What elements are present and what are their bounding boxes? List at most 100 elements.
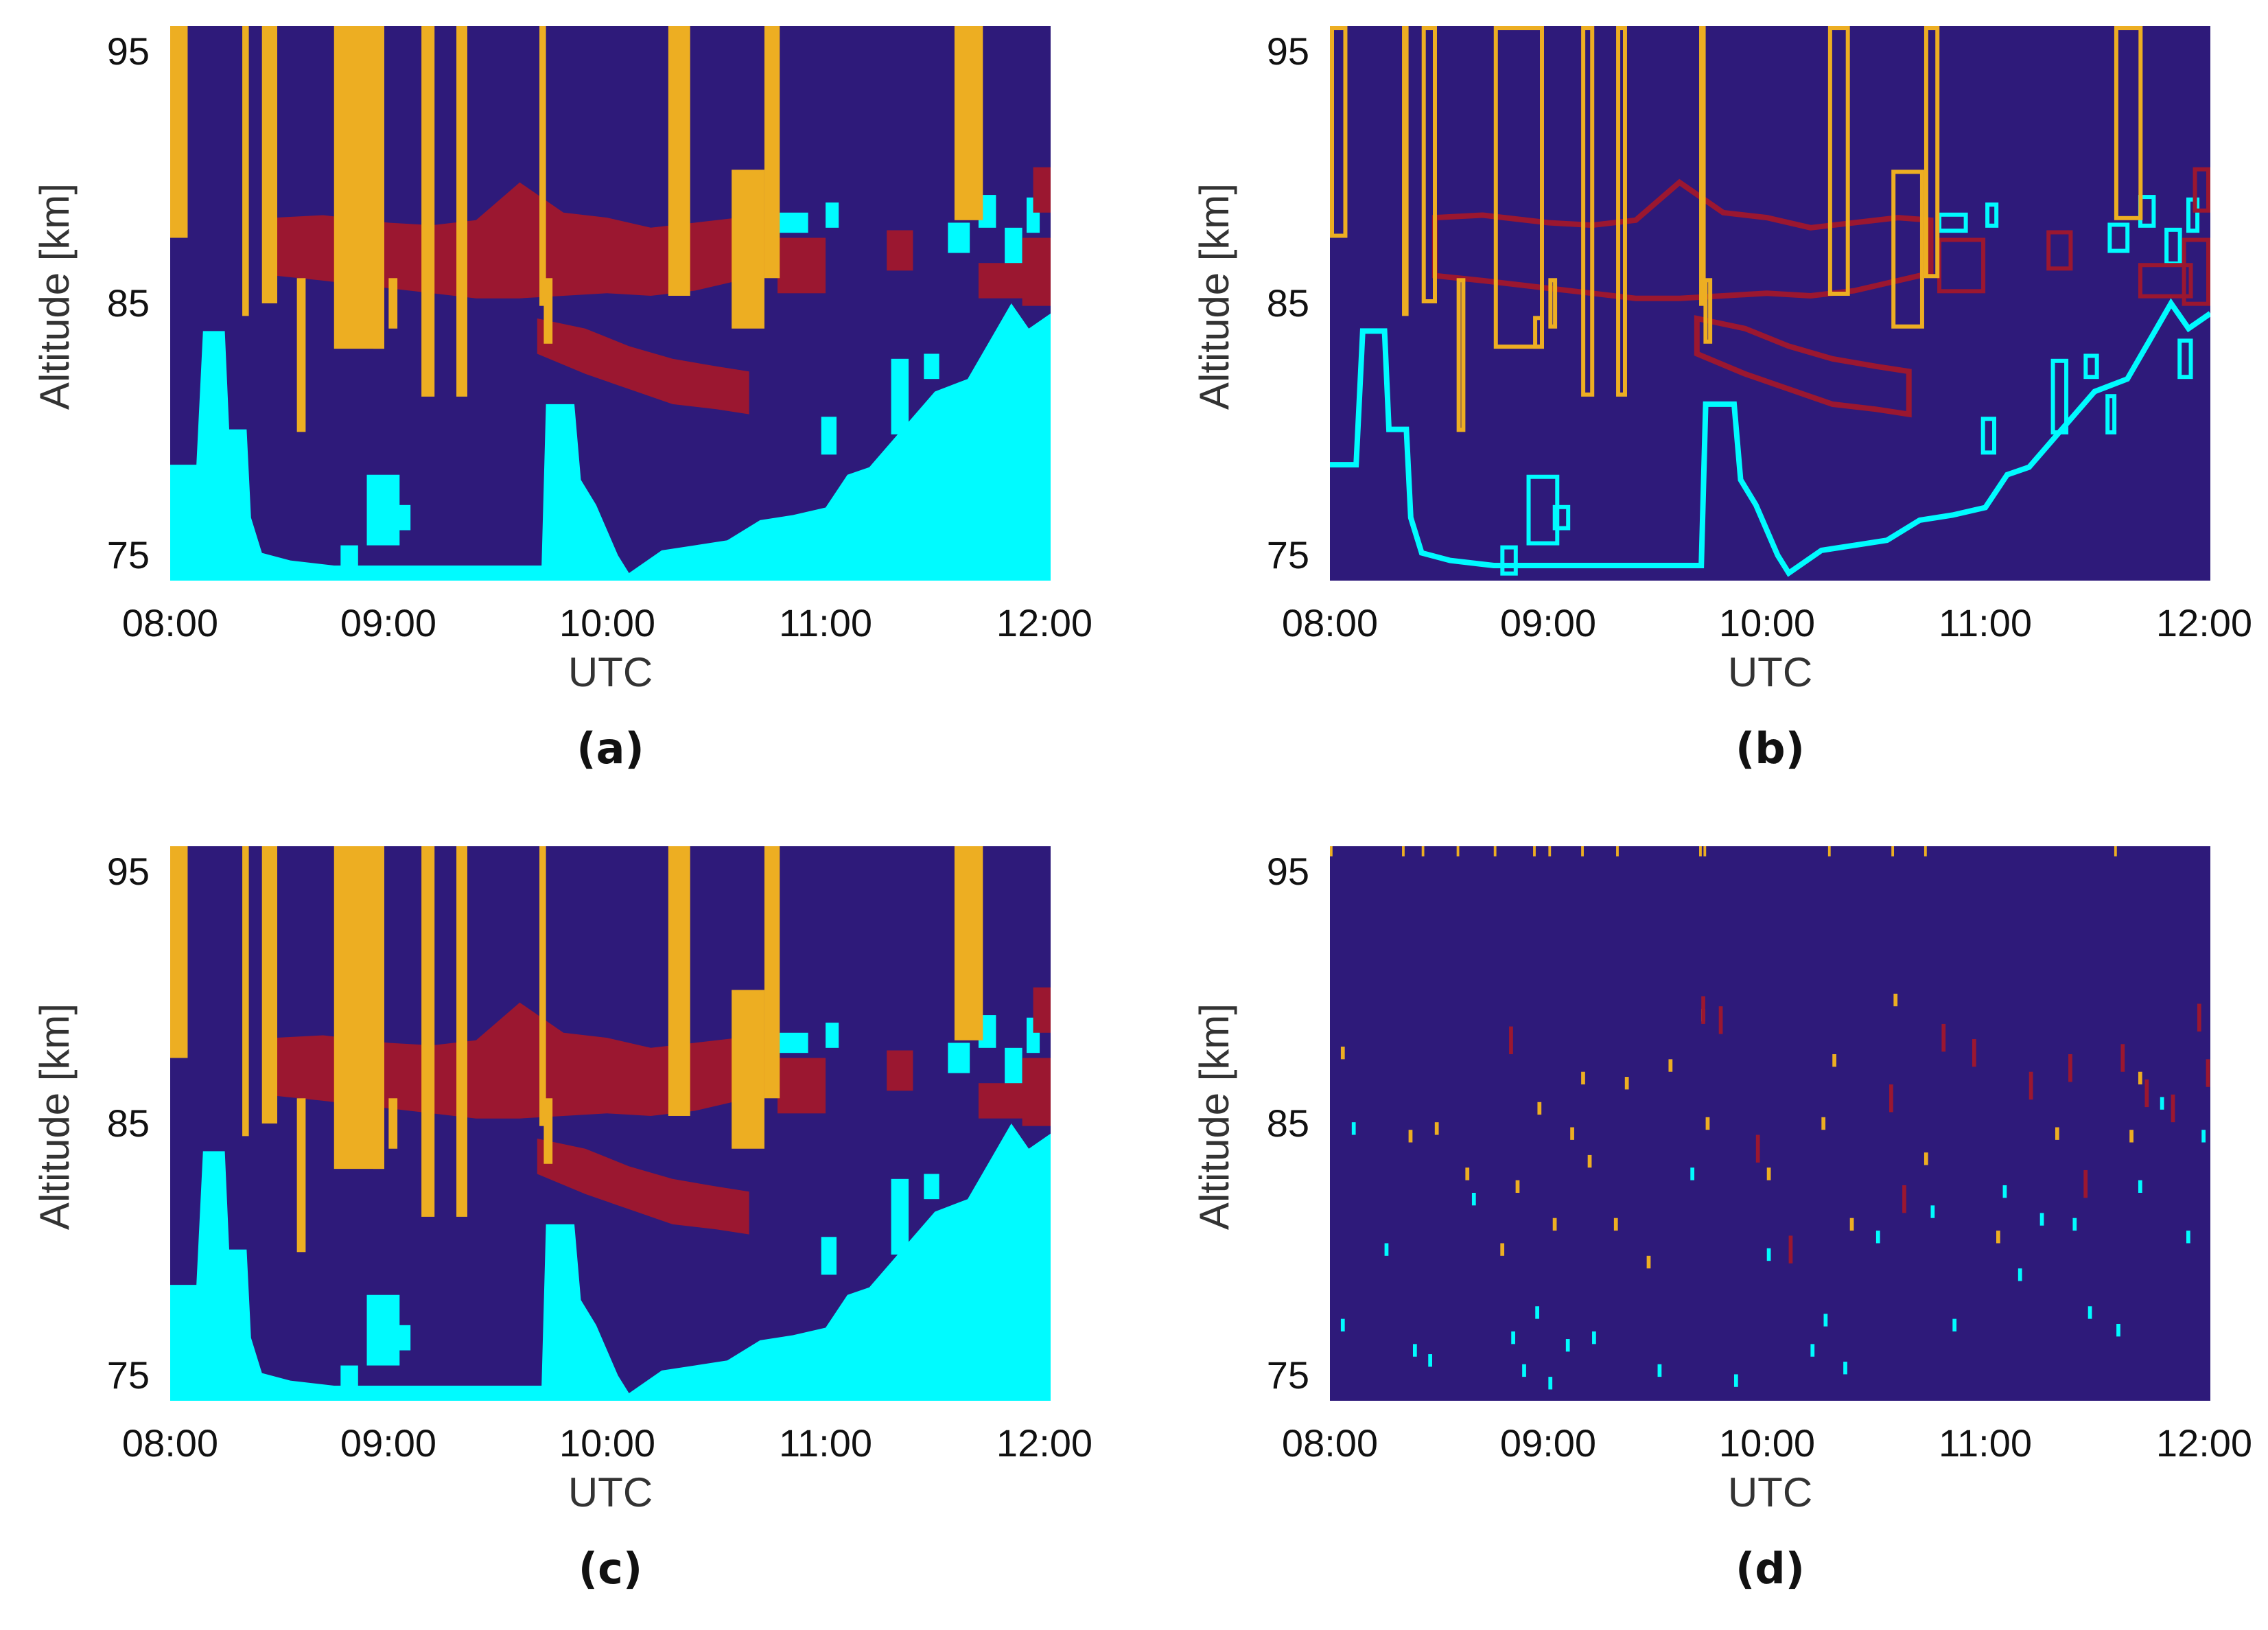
panel-caption-b: (b) — [1735, 723, 1805, 773]
lower-point-6 — [1511, 1331, 1515, 1344]
middle-point-16 — [2206, 1059, 2210, 1087]
lower-point-18 — [1843, 1362, 1847, 1375]
lower-point-0 — [1340, 1318, 1345, 1331]
y-tick-75: 75 — [1266, 1353, 1309, 1397]
x-axis-label: UTC — [1727, 1469, 1813, 1515]
upper-column-4 — [334, 26, 384, 349]
lower-point-11 — [1592, 1331, 1596, 1344]
lower-patch-6 — [946, 394, 957, 434]
lower-point-17 — [1823, 1314, 1828, 1327]
x-tick-1100: 11:00 — [1939, 601, 2032, 644]
upper-column-4 — [1493, 26, 1544, 349]
upper-column-3 — [296, 1098, 306, 1253]
x-tick-0800: 08:00 — [121, 1421, 219, 1465]
upper-column-8 — [456, 26, 467, 397]
lower-point-12 — [1657, 1364, 1662, 1377]
panel-b: Altitude [km] 95 85 75 08:00 09:00 10:00… — [1160, 0, 2268, 810]
upper-point-22 — [1924, 1152, 1928, 1165]
x-tick-1000: 10:00 — [1718, 601, 1816, 644]
upper-column-7 — [1581, 26, 1595, 397]
panel-caption-d: (d) — [1735, 1544, 1805, 1594]
middle-layer-band — [274, 1002, 771, 1119]
upper-point-17 — [1766, 1167, 1771, 1180]
middle-point-9 — [2029, 1071, 2033, 1100]
lower-patch-7 — [1018, 1159, 1033, 1200]
upper-top-tick-4 — [1493, 846, 1497, 857]
x-tick-1100: 11:00 — [779, 601, 872, 644]
lower-patch-4 — [891, 358, 909, 434]
middle-patch-4 — [1033, 987, 1051, 1033]
x-tick-1000: 10:00 — [1718, 1421, 1816, 1465]
lower-patch-10 — [2107, 222, 2130, 253]
upper-column-2 — [261, 846, 277, 1123]
lower-patch-5 — [924, 353, 939, 380]
heatmap-c — [170, 846, 1051, 1401]
lower-point-13 — [1690, 1167, 1695, 1180]
upper-point-21 — [1893, 993, 1898, 1007]
lower-point-19 — [1875, 1231, 1880, 1244]
lower-point-1 — [1351, 1122, 1356, 1135]
middle-layer-band — [1431, 178, 1934, 301]
upper-point-9 — [1581, 1071, 1585, 1085]
upper-top-tick-12 — [1891, 846, 1895, 857]
x-tick-0800: 08:00 — [121, 601, 219, 644]
upper-point-12 — [1624, 1077, 1629, 1090]
lower-point-9 — [1548, 1377, 1553, 1390]
x-tick-0800: 08:00 — [1281, 601, 1379, 644]
panel-caption-a: (a) — [576, 723, 644, 773]
x-tick-1100: 11:00 — [779, 1421, 872, 1465]
y-tick-85: 85 — [106, 281, 150, 325]
lower-patch-2 — [1500, 545, 1518, 576]
middle-layer-band — [274, 182, 771, 299]
middle-patch-4 — [2193, 167, 2210, 213]
upper-point-11 — [1613, 1218, 1618, 1231]
middle-patch-0 — [778, 237, 826, 294]
plot-area-c — [170, 846, 1051, 1401]
lower-patch-5 — [2083, 353, 2099, 380]
lower-patch-9 — [826, 1023, 839, 1048]
middle-layer-lower-band — [1694, 315, 1912, 418]
x-tick-1200: 12:00 — [996, 601, 1093, 644]
upper-column-9 — [539, 846, 546, 1126]
upper-column-12 — [1891, 170, 1924, 329]
lower-patch-5 — [924, 1174, 939, 1200]
y-tick-85: 85 — [1266, 281, 1309, 325]
upper-point-8 — [1570, 1127, 1574, 1140]
middle-point-2 — [1718, 1006, 1723, 1034]
upper-point-1 — [1408, 1130, 1413, 1143]
upper-point-2 — [1434, 1122, 1439, 1135]
upper-point-16 — [1705, 1117, 1710, 1130]
middle-patch-1 — [2046, 230, 2073, 271]
upper-top-tick-1 — [1402, 846, 1405, 857]
x-tick-1200: 12:00 — [2155, 601, 2253, 644]
middle-point-8 — [1972, 1038, 1976, 1067]
middle-point-1 — [1701, 996, 1705, 1024]
upper-top-tick-6 — [1548, 846, 1552, 857]
upper-column-7 — [421, 26, 435, 397]
lower-point-8 — [1535, 1306, 1539, 1319]
upper-column-9 — [539, 26, 546, 306]
lower-patch-3 — [821, 1237, 837, 1275]
x-tick-1000: 10:00 — [559, 1421, 656, 1465]
lower-patch-7 — [2177, 338, 2193, 380]
upper-column-12 — [732, 170, 764, 329]
middle-point-5 — [1889, 1084, 1893, 1113]
upper-column-10 — [543, 278, 553, 344]
lower-point-15 — [1766, 1248, 1771, 1261]
upper-column-3 — [296, 278, 306, 432]
lower-point-2 — [1384, 1243, 1389, 1256]
y-tick-85: 85 — [106, 1102, 150, 1145]
middle-patch-3 — [2182, 237, 2210, 306]
upper-column-10 — [1703, 278, 1713, 344]
lower-patch-12 — [1005, 227, 1022, 266]
y-tick-75: 75 — [106, 1353, 150, 1397]
middle-layer-lower-band — [537, 1139, 749, 1235]
y-tick-75: 75 — [106, 533, 150, 577]
upper-column-11 — [1827, 26, 1850, 296]
lower-patch-9 — [1985, 202, 1999, 228]
x-tick-1000: 10:00 — [559, 601, 656, 644]
upper-column-4 — [334, 846, 384, 1169]
lower-patch-6 — [946, 1214, 957, 1255]
plot-area-a — [170, 26, 1051, 581]
upper-column-1 — [242, 846, 249, 1137]
